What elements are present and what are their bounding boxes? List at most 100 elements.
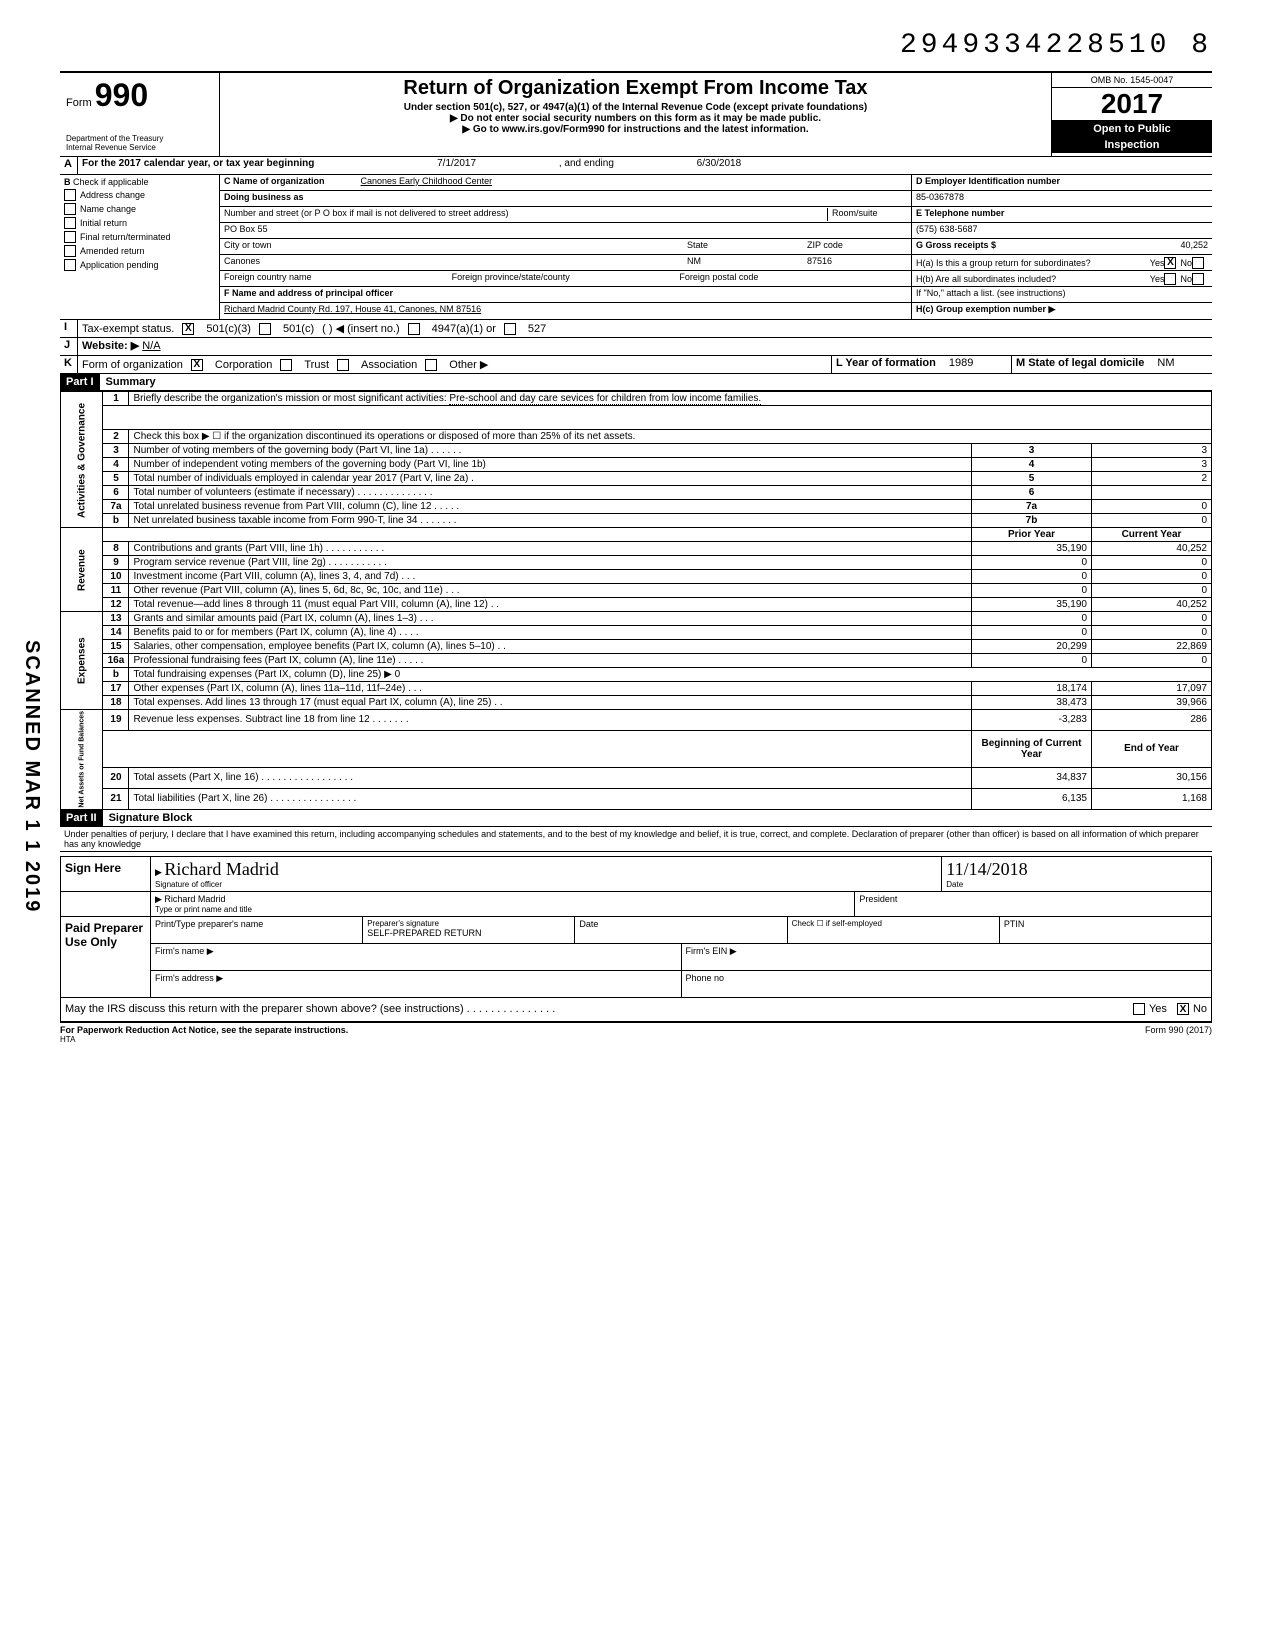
row-8-py: 35,190: [972, 542, 1092, 556]
instruction-1: ▶ Do not enter social security numbers o…: [228, 113, 1043, 124]
column-c: C Name of organization Canones Early Chil…: [220, 175, 912, 319]
i-opt-3: 4947(a)(1) or: [432, 323, 496, 335]
j-text: Website: ▶: [82, 340, 139, 352]
part-2-header: Part II: [60, 810, 103, 826]
row-5-num: 5: [103, 472, 129, 486]
b-item-0: Address change: [80, 190, 145, 200]
row-15-desc: Salaries, other compensation, employee b…: [129, 640, 972, 654]
row-13-cy: 0: [1092, 612, 1212, 626]
footer-notice: For Paperwork Reduction Act Notice, see …: [60, 1025, 1145, 1035]
hb-no-box[interactable]: [1192, 273, 1204, 285]
h-note: If "No," attach a list. (see instruction…: [912, 287, 1212, 303]
k-other-box[interactable]: [425, 359, 437, 371]
row-1-val: Pre-school and day care sevices for chil…: [449, 393, 761, 405]
row-3-desc: Number of voting members of the governin…: [129, 444, 972, 458]
row-20-cy: 30,156: [1092, 767, 1212, 788]
row-15-cy: 22,869: [1092, 640, 1212, 654]
prep-date-label: Date: [575, 917, 787, 943]
row-6-num: 6: [103, 486, 129, 500]
checkbox-initial-return[interactable]: [64, 217, 76, 229]
b-item-2: Initial return: [80, 218, 127, 228]
i-501c-box[interactable]: [259, 323, 271, 335]
column-d: D Employer Identification number 85-0367…: [912, 175, 1212, 319]
row-18-cy: 39,966: [1092, 696, 1212, 710]
row-16b-num: b: [103, 668, 129, 682]
checkbox-name-change[interactable]: [64, 203, 76, 215]
row-12-num: 12: [103, 598, 129, 612]
open-public-2: Inspection: [1052, 137, 1212, 153]
open-public-1: Open to Public: [1052, 121, 1212, 137]
row-22-desc: Total liabilities (Part X, line 26) . . …: [129, 788, 972, 809]
row-7b-box: 7b: [972, 514, 1092, 528]
firm-addr-label: Firm's address ▶: [151, 971, 682, 997]
i-4947-box[interactable]: [408, 323, 420, 335]
row-7b-desc: Net unrelated business taxable income fr…: [129, 514, 972, 528]
checkbox-address-change[interactable]: [64, 189, 76, 201]
m-label: M State of legal domicile: [1016, 357, 1144, 369]
row-5-box: 5: [972, 472, 1092, 486]
tax-year: 2017: [1052, 88, 1212, 121]
checkbox-amended[interactable]: [64, 245, 76, 257]
k-opt-2: Association: [361, 359, 417, 371]
row-17-desc: Other expenses (Part IX, column (A), lin…: [129, 682, 972, 696]
omb-number: OMB No. 1545-0047: [1052, 73, 1212, 88]
row-7a-num: 7a: [103, 500, 129, 514]
type-label: Type or print name and title: [155, 905, 850, 914]
row-17-cy: 17,097: [1092, 682, 1212, 696]
row-9-num: 9: [103, 556, 129, 570]
sig-date: 11/14/2018: [946, 859, 1207, 880]
row-4-val: 3: [1092, 458, 1212, 472]
signature: Richard Madrid: [164, 859, 278, 879]
line-k: K Form of organization XCorporation Trus…: [60, 356, 1212, 374]
i-label: I: [60, 320, 78, 337]
part-2-header-row: Part II Signature Block: [60, 810, 1212, 827]
row-14-cy: 0: [1092, 626, 1212, 640]
hb-yes-box[interactable]: [1164, 273, 1176, 285]
line-a-text: For the 2017 calendar year, or tax year …: [82, 158, 314, 169]
i-501c3-box[interactable]: X: [182, 323, 194, 335]
line-a-label: A: [60, 157, 78, 174]
j-label: J: [60, 338, 78, 355]
row-10-num: 10: [103, 570, 129, 584]
discuss-yes-box[interactable]: [1133, 1003, 1145, 1015]
k-assoc-box[interactable]: [337, 359, 349, 371]
l-label: L Year of formation: [836, 357, 936, 369]
i-opt-1: 501(c): [283, 323, 314, 335]
row-7b-val: 0: [1092, 514, 1212, 528]
checkbox-final-return[interactable]: [64, 231, 76, 243]
printed-name: Richard Madrid: [164, 894, 225, 904]
i-527-box[interactable]: [504, 323, 516, 335]
ha-no-box[interactable]: [1192, 257, 1204, 269]
row-10-py: 0: [972, 570, 1092, 584]
b-heading: Check if applicable: [73, 177, 149, 187]
checkbox-application-pending[interactable]: [64, 259, 76, 271]
k-trust-box[interactable]: [280, 359, 292, 371]
ha-yes-box[interactable]: X: [1164, 257, 1176, 269]
row-9-desc: Program service revenue (Part VIII, line…: [129, 556, 972, 570]
ein: 85-0367878: [912, 191, 1212, 207]
k-corp-box[interactable]: X: [191, 359, 203, 371]
row-3-box: 3: [972, 444, 1092, 458]
part-1-title: Summary: [100, 374, 162, 390]
row-16a-num: 16a: [103, 654, 129, 668]
document-id: 2949334228510 8: [60, 30, 1212, 61]
org-name: Canones Early Childhood Center: [361, 176, 493, 189]
row-10-cy: 0: [1092, 570, 1212, 584]
foreign-postal-label: Foreign postal code: [679, 272, 907, 285]
b-item-1: Name change: [80, 204, 136, 214]
row-9-cy: 0: [1092, 556, 1212, 570]
row-20-desc: Total assets (Part X, line 16) . . . . .…: [129, 767, 972, 788]
side-net-assets: Net Assets or Fund Balances: [61, 710, 103, 810]
row-16a-cy: 0: [1092, 654, 1212, 668]
year-begin: 7/1/2017: [437, 158, 476, 169]
column-b: B Check if applicable Address change Nam…: [60, 175, 220, 319]
discuss-no-box[interactable]: X: [1177, 1003, 1189, 1015]
hb-yes-label: Yes: [1150, 274, 1165, 284]
row-6-box: 6: [972, 486, 1092, 500]
row-11-cy: 0: [1092, 584, 1212, 598]
row-22-num: 21: [103, 788, 129, 809]
begin-year-header: Beginning of Current Year: [972, 730, 1092, 767]
row-13-num: 13: [103, 612, 129, 626]
c-name-label: C Name of organization: [224, 176, 325, 189]
zip-label: ZIP code: [807, 240, 907, 253]
